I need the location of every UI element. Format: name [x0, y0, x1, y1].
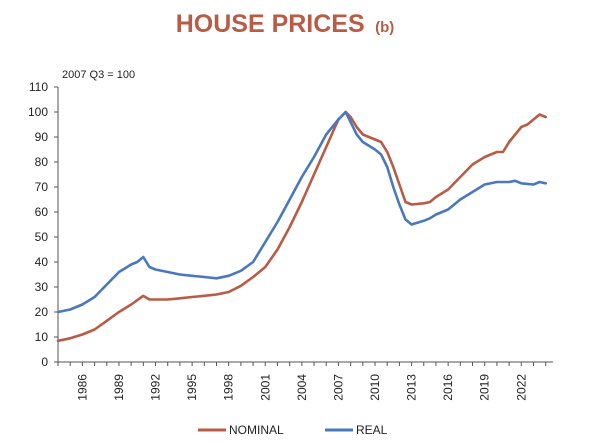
y-tick-label: 110 — [29, 80, 48, 94]
x-tick-label: 2010 — [368, 374, 382, 401]
chart-title-group: HOUSE PRICES (b) — [176, 10, 395, 38]
x-tick-label: 2007 — [331, 374, 345, 401]
y-axis: 0 10 20 30 40 50 60 70 80 90 100 110 — [28, 80, 59, 369]
x-tick-label: 2016 — [441, 374, 455, 401]
index-note: 2007 Q3 = 100 — [62, 69, 135, 81]
y-tick-label: 20 — [35, 305, 49, 319]
x-tick-label: 1995 — [185, 374, 199, 401]
series-line-nominal — [56, 110, 547, 343]
x-tick-label: 2019 — [478, 374, 492, 401]
legend-item-real: REAL — [325, 423, 388, 437]
series-layer — [56, 110, 547, 343]
legend: NOMINAL REAL — [198, 423, 388, 437]
x-axis: 1986 1989 1992 1995 1998 2001 2004 2007 2010 2013… — [57, 361, 553, 401]
y-tick-label: 50 — [35, 230, 49, 244]
x-tick-label: 2001 — [258, 374, 272, 401]
legend-label: REAL — [356, 423, 388, 437]
x-tick-label: 1992 — [149, 374, 163, 401]
chart-title: HOUSE PRICES — [176, 10, 365, 38]
y-tick-label: 70 — [35, 180, 49, 194]
y-tick-label: 60 — [35, 205, 49, 219]
x-tick-label: 2022 — [514, 374, 528, 401]
series-line-real — [56, 110, 547, 314]
chart-subtitle: (b) — [375, 19, 394, 36]
legend-item-nominal: NOMINAL — [198, 423, 284, 437]
y-tick-label: 30 — [35, 280, 49, 294]
y-tick-label: 10 — [35, 330, 49, 344]
y-tick-label: 0 — [41, 355, 48, 369]
x-tick-label: 1998 — [222, 374, 236, 401]
y-tick-label: 100 — [28, 105, 48, 119]
y-tick-label: 80 — [35, 155, 49, 169]
y-tick-label: 40 — [35, 255, 49, 269]
y-tick-label: 90 — [35, 130, 49, 144]
x-tick-label: 1989 — [112, 374, 126, 401]
legend-label: NOMINAL — [229, 423, 284, 437]
x-tick-label: 2013 — [405, 374, 419, 401]
x-tick-label: 1986 — [75, 374, 89, 401]
x-tick-label: 2004 — [295, 374, 309, 401]
